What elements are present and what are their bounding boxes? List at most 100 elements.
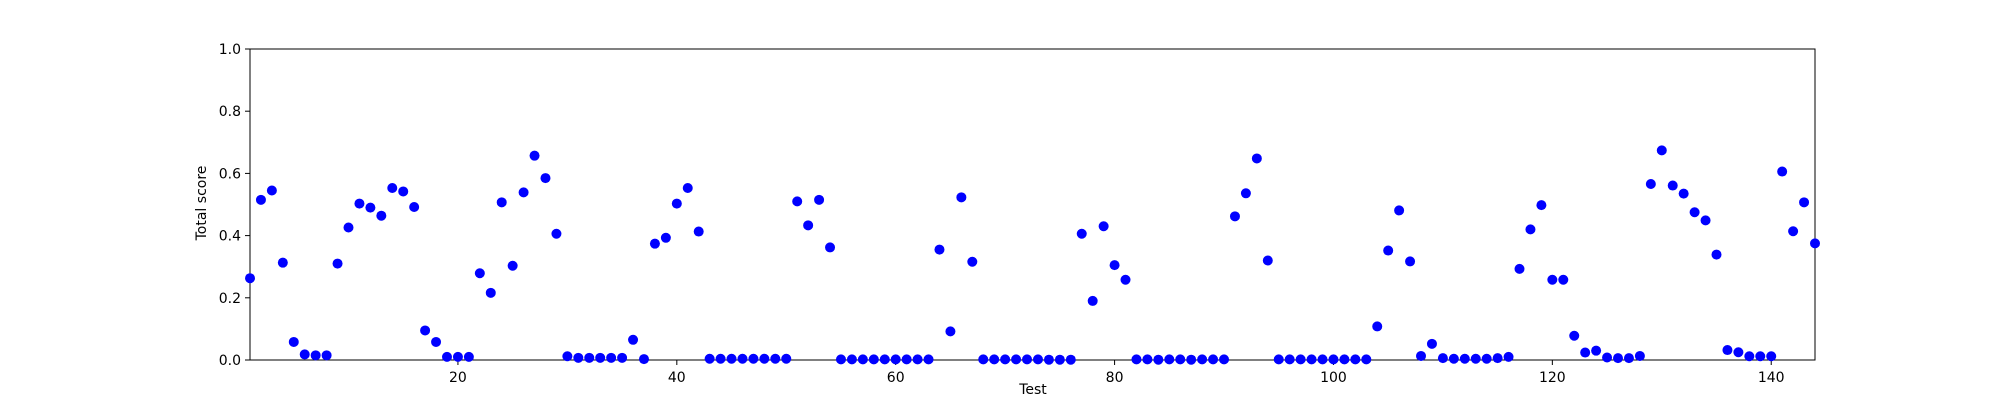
data-point — [1623, 353, 1634, 364]
data-point — [1065, 354, 1076, 365]
x-tick-label: 40 — [668, 370, 686, 386]
data-point — [1492, 353, 1503, 364]
data-point — [1558, 274, 1569, 285]
data-point — [1656, 145, 1667, 156]
data-point — [1240, 188, 1251, 199]
data-point — [1383, 245, 1394, 256]
data-point — [1022, 354, 1033, 365]
data-point — [1076, 228, 1087, 239]
data-point — [825, 242, 836, 253]
x-tick-label: 140 — [1758, 370, 1785, 386]
data-point — [441, 351, 452, 362]
x-tick-label: 60 — [887, 370, 905, 386]
plot-area-border — [249, 48, 1816, 361]
data-point — [1580, 347, 1591, 358]
data-point — [1591, 345, 1602, 356]
y-tick-label: 0.6 — [219, 166, 241, 182]
data-point — [1328, 354, 1339, 365]
data-point — [1416, 350, 1427, 361]
data-point — [1459, 353, 1470, 364]
data-point — [573, 352, 584, 363]
data-point — [1755, 351, 1766, 362]
data-point — [1426, 338, 1437, 349]
data-point — [1054, 354, 1065, 365]
data-point — [1689, 207, 1700, 218]
data-point — [1087, 295, 1098, 306]
y-axis-label: Total score — [194, 166, 210, 242]
data-point — [1284, 354, 1295, 365]
data-point — [934, 244, 945, 255]
data-point — [956, 192, 967, 203]
data-point — [485, 287, 496, 298]
data-point — [617, 352, 628, 363]
data-point — [420, 325, 431, 336]
data-point — [726, 353, 737, 364]
data-point — [1481, 353, 1492, 364]
data-point — [1503, 351, 1514, 362]
data-point — [978, 354, 989, 365]
data-point — [321, 350, 332, 361]
data-point — [1678, 188, 1689, 199]
data-point — [387, 183, 398, 194]
data-point — [376, 210, 387, 221]
x-axis-label: Test — [1018, 382, 1047, 398]
data-point — [540, 173, 551, 184]
data-point — [1810, 238, 1820, 249]
data-point — [638, 354, 649, 365]
data-point — [310, 350, 321, 361]
data-point — [595, 352, 606, 363]
data-point — [1306, 354, 1317, 365]
data-point — [332, 258, 343, 269]
y-tick-label: 0.2 — [219, 291, 241, 307]
data-point — [1251, 153, 1262, 164]
data-point — [660, 232, 671, 243]
data-point — [1788, 226, 1799, 237]
data-point — [1777, 166, 1788, 177]
data-point — [398, 186, 409, 197]
data-point — [1208, 354, 1219, 365]
data-point — [409, 201, 420, 212]
data-point — [1372, 321, 1383, 332]
data-point — [1405, 256, 1416, 267]
data-point — [814, 194, 825, 205]
data-point — [1142, 354, 1153, 365]
data-point — [1186, 354, 1197, 365]
data-points — [245, 145, 1820, 365]
x-tick-label: 120 — [1539, 370, 1566, 386]
data-point — [1317, 354, 1328, 365]
data-point — [1197, 354, 1208, 365]
data-point — [1219, 354, 1230, 365]
data-point — [1120, 274, 1131, 285]
data-point — [343, 222, 354, 233]
data-point — [1043, 354, 1054, 365]
data-point — [912, 354, 923, 365]
x-tick-label: 80 — [1106, 370, 1124, 386]
data-point — [584, 352, 595, 363]
data-point — [1645, 178, 1656, 189]
data-point — [1295, 354, 1306, 365]
axis-ticks: 20 40 60 80 100 120 140 0.0 0.2 0.4 0.6 0.8 1.0 — [219, 42, 1785, 386]
data-point — [682, 183, 693, 194]
data-point — [1448, 353, 1459, 364]
x-tick-label: 20 — [449, 370, 467, 386]
data-point — [1613, 353, 1624, 364]
data-point — [649, 238, 660, 249]
data-point — [792, 196, 803, 207]
data-point — [1766, 351, 1777, 362]
data-point — [1744, 351, 1755, 362]
data-point — [1722, 345, 1733, 356]
data-point — [1361, 354, 1372, 365]
data-point — [770, 353, 781, 364]
data-point — [715, 353, 726, 364]
data-point — [431, 336, 442, 347]
data-point — [737, 353, 748, 364]
data-point — [1536, 200, 1547, 211]
data-point — [1098, 221, 1109, 232]
data-point — [781, 353, 792, 364]
data-point — [923, 354, 934, 365]
data-point — [277, 257, 288, 268]
data-point — [890, 354, 901, 365]
data-point — [1273, 354, 1284, 365]
data-point — [255, 194, 266, 205]
